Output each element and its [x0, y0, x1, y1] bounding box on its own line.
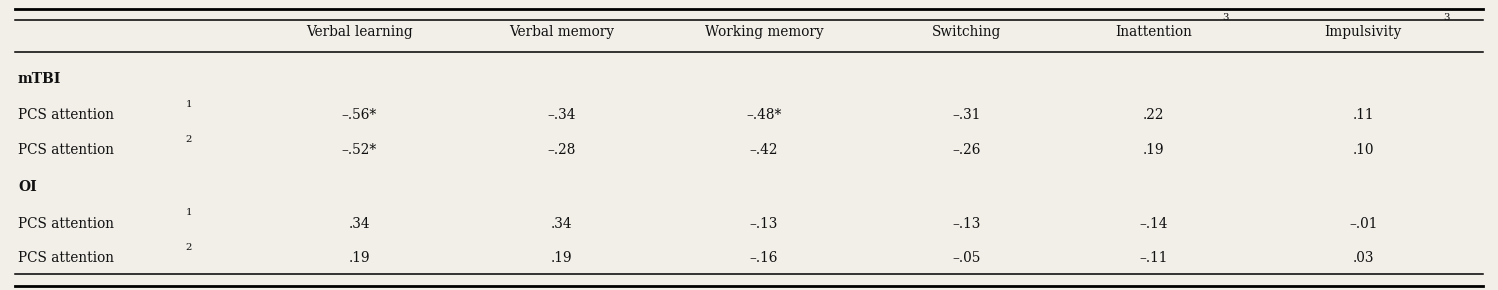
Text: Inattention: Inattention [1115, 25, 1192, 39]
Text: 3: 3 [1222, 13, 1228, 22]
Text: .10: .10 [1353, 143, 1374, 157]
Text: Switching: Switching [932, 25, 1001, 39]
Text: –.16: –.16 [750, 251, 777, 265]
Text: 3: 3 [1443, 13, 1450, 22]
Text: PCS attention: PCS attention [18, 143, 114, 157]
Text: Impulsivity: Impulsivity [1324, 25, 1402, 39]
Text: .34: .34 [349, 217, 370, 231]
Text: mTBI: mTBI [18, 72, 61, 86]
Text: 2: 2 [186, 243, 192, 252]
Text: –.14: –.14 [1138, 217, 1168, 231]
Text: –.13: –.13 [953, 217, 980, 231]
Text: .34: .34 [551, 217, 572, 231]
Text: .22: .22 [1143, 108, 1164, 122]
Text: 2: 2 [186, 135, 192, 144]
Text: –.26: –.26 [953, 143, 980, 157]
Text: Working memory: Working memory [704, 25, 824, 39]
Text: .19: .19 [1143, 143, 1164, 157]
Text: Verbal memory: Verbal memory [509, 25, 614, 39]
Text: –.28: –.28 [548, 143, 575, 157]
Text: OI: OI [18, 180, 37, 194]
Text: 1: 1 [186, 209, 192, 218]
Text: –.31: –.31 [953, 108, 980, 122]
Text: .03: .03 [1353, 251, 1374, 265]
Text: .11: .11 [1353, 108, 1374, 122]
Text: PCS attention: PCS attention [18, 108, 114, 122]
Text: –.05: –.05 [953, 251, 980, 265]
Text: –.34: –.34 [547, 108, 577, 122]
Text: PCS attention: PCS attention [18, 217, 114, 231]
Text: .19: .19 [551, 251, 572, 265]
Text: –.13: –.13 [750, 217, 777, 231]
Text: PCS attention: PCS attention [18, 251, 114, 265]
Text: 1: 1 [186, 100, 192, 109]
Text: –.48*: –.48* [746, 108, 782, 122]
Text: –.42: –.42 [749, 143, 779, 157]
Text: –.56*: –.56* [342, 108, 377, 122]
Text: Verbal learning: Verbal learning [306, 25, 413, 39]
Text: –.52*: –.52* [342, 143, 377, 157]
Text: –.01: –.01 [1350, 217, 1377, 231]
Text: –.11: –.11 [1140, 251, 1167, 265]
Text: .19: .19 [349, 251, 370, 265]
